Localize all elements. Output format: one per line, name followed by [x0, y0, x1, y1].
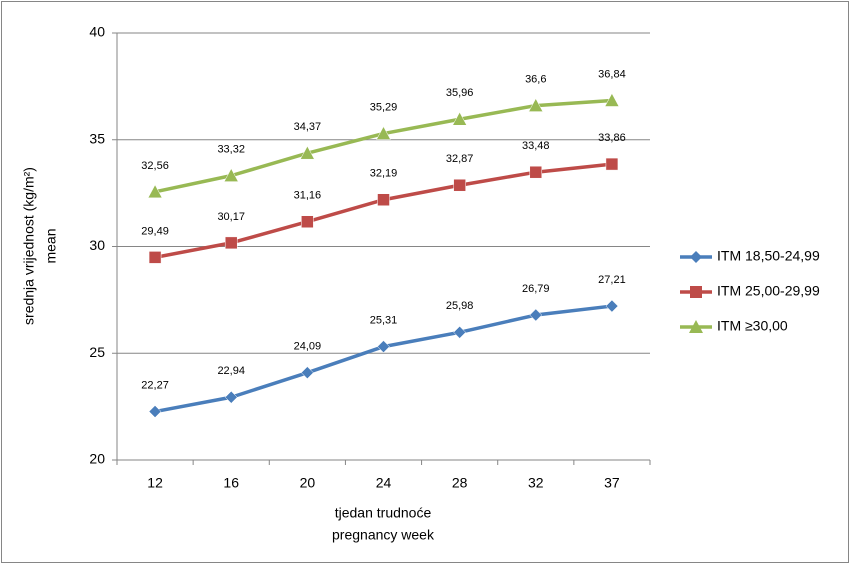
x-tick-label: 32 — [528, 475, 544, 491]
marker — [453, 178, 466, 192]
marker — [224, 236, 238, 250]
marker — [377, 340, 390, 353]
x-tick-label: 16 — [223, 475, 239, 491]
data-label: 33,48 — [522, 140, 550, 152]
data-label: 26,79 — [522, 283, 550, 295]
marker — [147, 184, 163, 199]
data-label: 36,84 — [598, 68, 626, 80]
x-tick-label: 12 — [147, 475, 163, 491]
marker — [690, 286, 702, 298]
y-axis-title-line: mean — [43, 228, 59, 263]
data-label: 31,16 — [294, 190, 322, 202]
marker — [689, 320, 703, 333]
data-label: 33,86 — [598, 132, 626, 144]
data-label: 27,21 — [598, 274, 626, 286]
data-label: 33,32 — [217, 144, 245, 156]
y-tick-label: 40 — [89, 24, 105, 40]
marker — [148, 405, 162, 418]
data-label: 32,87 — [446, 153, 474, 165]
marker — [690, 251, 702, 263]
data-label: 32,19 — [370, 168, 398, 180]
data-label: 35,96 — [446, 87, 474, 99]
marker — [224, 390, 238, 404]
x-tick-label: 20 — [300, 475, 316, 491]
y-axis-title: srednja vrijednost (kg/m²) mean — [21, 167, 59, 325]
marker — [452, 111, 468, 126]
data-label: 25,31 — [370, 315, 398, 327]
y-tick-label: 30 — [89, 237, 105, 253]
marker — [604, 92, 620, 107]
data-label: 22,27 — [141, 379, 169, 391]
marker — [605, 157, 619, 171]
data-label: 34,37 — [294, 121, 322, 133]
legend-label: ITM 18,50-24,99 — [717, 248, 820, 264]
marker — [301, 215, 314, 228]
data-label: 35,29 — [370, 101, 398, 113]
data-label: 30,17 — [217, 211, 245, 223]
marker — [223, 168, 239, 182]
data-label: 24,09 — [294, 341, 322, 353]
marker — [528, 98, 544, 112]
data-label: 29,49 — [141, 225, 169, 237]
marker — [529, 308, 543, 322]
marker — [148, 251, 162, 264]
y-tick-label: 35 — [89, 130, 105, 146]
marker — [377, 193, 390, 206]
x-tick-label: 28 — [452, 475, 468, 491]
y-tick-label: 25 — [89, 344, 105, 360]
x-axis-title: tjedan trudnoće — [335, 505, 432, 521]
marker — [529, 165, 543, 179]
marker — [299, 145, 315, 160]
data-label: 25,98 — [446, 300, 474, 312]
y-axis-title-line: srednja vrijednost (kg/m²) — [21, 167, 37, 325]
marker — [376, 126, 391, 140]
data-label: 32,56 — [141, 160, 169, 172]
data-label: 22,94 — [217, 365, 245, 377]
y-tick-label: 20 — [89, 451, 105, 467]
marker — [301, 366, 314, 380]
x-tick-label: 37 — [604, 475, 620, 491]
x-axis-title: pregnancy week — [332, 527, 435, 543]
marker — [605, 299, 619, 313]
x-tick-label: 24 — [376, 475, 392, 491]
data-label: 36,6 — [525, 73, 546, 85]
legend-label: ITM 25,00-29,99 — [717, 283, 820, 299]
marker — [453, 325, 466, 339]
legend-label: ITM ≥30,00 — [717, 318, 788, 334]
